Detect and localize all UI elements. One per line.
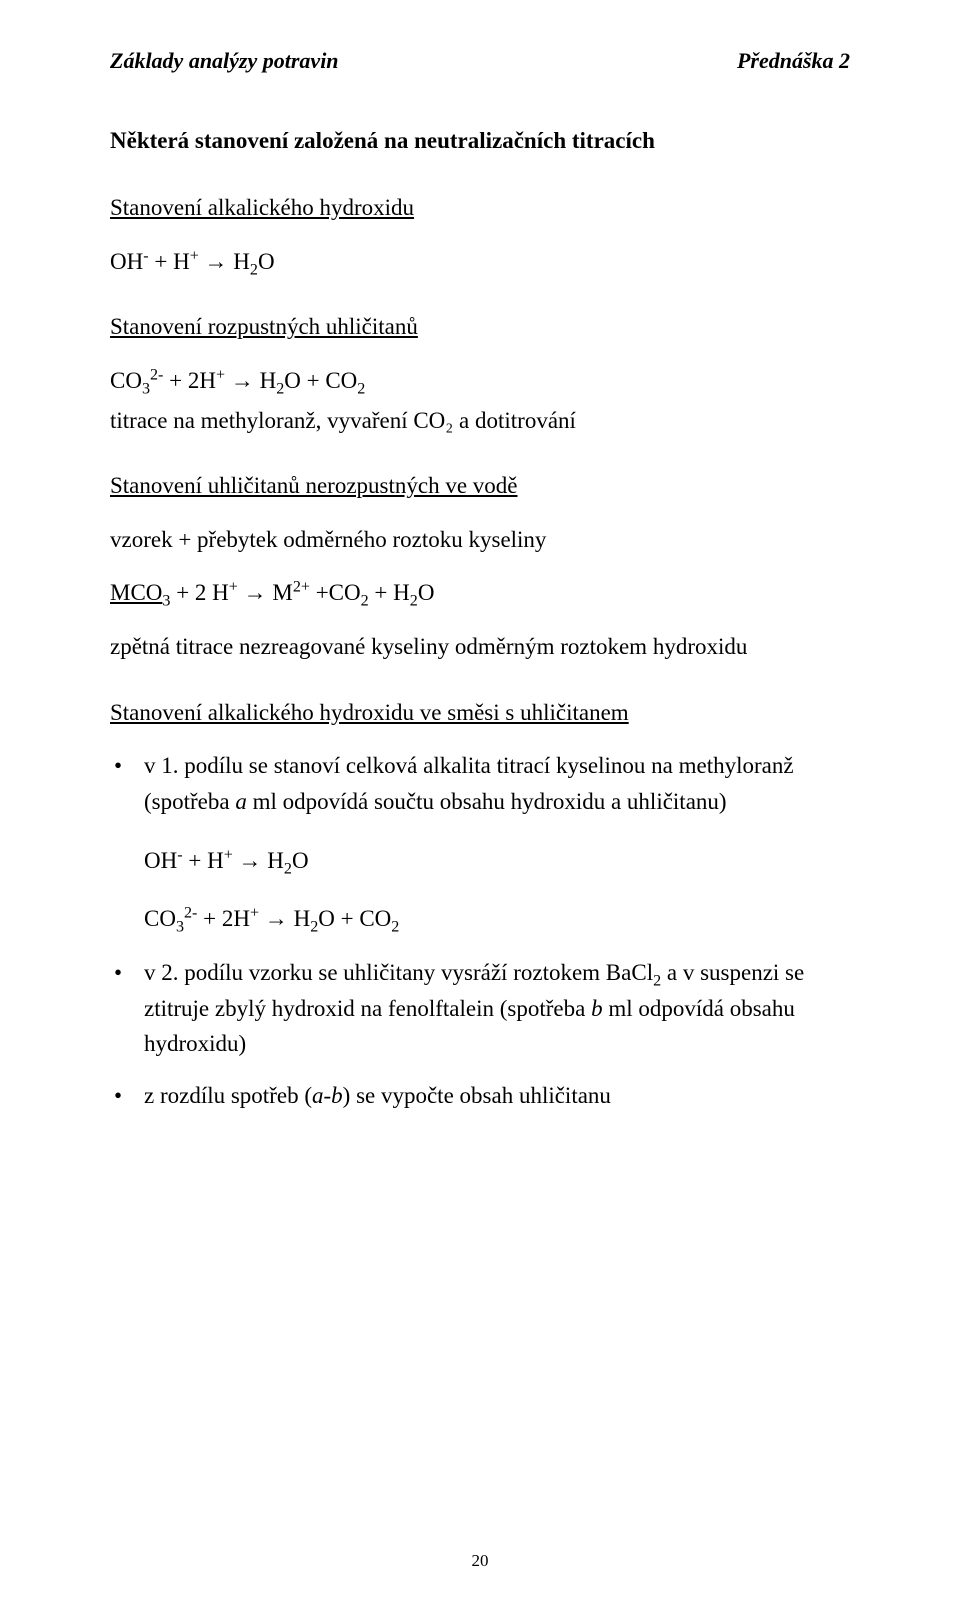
main-heading: Některá stanovení založená na neutraliza… [110,128,850,154]
var-a-1: a [235,789,247,814]
bullet-3-text: z rozdílu spotřeb (a-b) se vypočte obsah… [144,1083,611,1108]
bullet-2: v 2. podílu vzorku se uhličitany vysráží… [110,955,850,1062]
equation-s2: CO32- + 2H+ → H2O + CO2 [110,363,850,399]
bullet-1-text: v 1. podílu se stanoví celková alkalita … [144,753,794,814]
section-title-3: Stanovení uhličitanů nerozpustných ve vo… [110,468,850,504]
var-a-2: a [312,1083,324,1108]
line-s3-1: vzorek + přebytek odměrného roztoku kyse… [110,522,850,558]
running-header: Základy analýzy potravin Přednáška 2 [110,48,850,74]
section-title-1: Stanovení alkalického hydroxidu [110,190,850,226]
section-title-4-text: Stanovení alkalického hydroxidu ve směsi… [110,700,629,725]
bullet-list-2: v 2. podílu vzorku se uhličitany vysráží… [110,955,850,1114]
section-title-2: Stanovení rozpustných uhličitanů [110,309,850,345]
section-title-1-text: Stanovení alkalického hydroxidu [110,195,414,220]
page-number: 20 [0,1551,960,1571]
equation-s3-u: MCO3 [110,580,170,605]
bullet-1: v 1. podílu se stanoví celková alkalita … [110,748,850,819]
bullet-1-eq2: CO32- + 2H+ → H2O + CO2 [144,901,850,937]
header-right: Přednáška 2 [737,48,850,74]
dash: - [323,1083,331,1108]
line-s3-2: zpětná titrace nezreagované kyseliny odm… [110,629,850,665]
equation-s3: MCO3 + 2 H+ → M2+ +CO2 + H2O [110,575,850,611]
bullet-2-text: v 2. podílu vzorku se uhličitany vysráží… [144,960,804,1056]
header-left: Základy analýzy potravin [110,48,339,74]
section-title-4: Stanovení alkalického hydroxidu ve směsi… [110,695,850,731]
var-b-1: b [591,996,603,1021]
section-title-3-text: Stanovení uhličitanů nerozpustných ve vo… [110,473,518,498]
bullet-1-eq1: OH- + H+ → H2O [144,843,850,879]
equation-s1: OH- + H+ → H2O [110,244,850,280]
var-b-2: b [331,1083,343,1108]
note-s2: titrace na methyloranž, vyvaření CO₂ a d… [110,403,850,439]
bullet-list: v 1. podílu se stanoví celková alkalita … [110,748,850,819]
document-page: Základy analýzy potravin Přednáška 2 Něk… [0,0,960,1609]
bullet-3: z rozdílu spotřeb (a-b) se vypočte obsah… [110,1078,850,1114]
section-title-2-text: Stanovení rozpustných uhličitanů [110,314,418,339]
